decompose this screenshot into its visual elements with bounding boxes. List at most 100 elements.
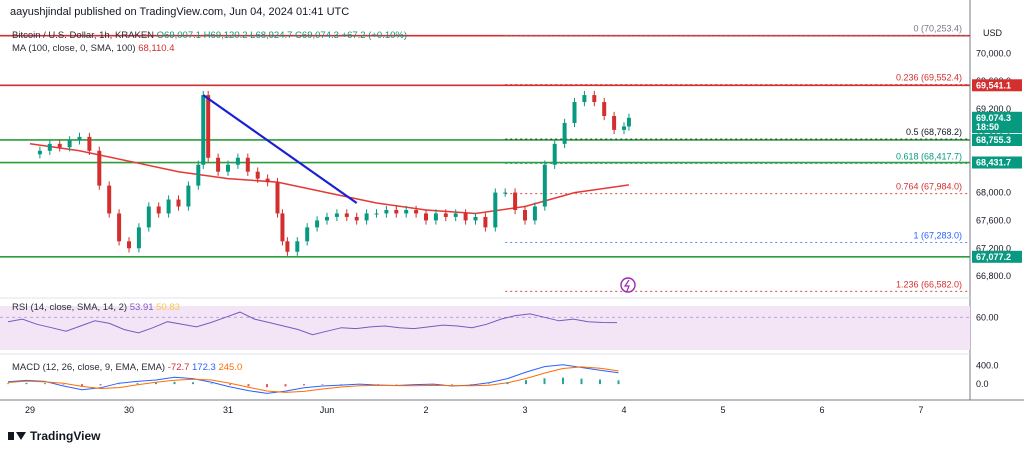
tradingview-wordmark: TradingView <box>30 429 101 443</box>
price-candle <box>394 209 399 214</box>
price-candle <box>503 192 508 194</box>
price-candle <box>255 171 260 179</box>
price-candle <box>513 192 518 210</box>
price-candle <box>473 216 478 221</box>
price-candle <box>364 213 369 221</box>
price-candle <box>216 157 221 172</box>
price-tick-label: 67,200.0 <box>976 243 1011 253</box>
macd-tick-label: 0.0 <box>976 379 989 389</box>
price-candle <box>433 213 438 221</box>
price-tag-label: 67,077.2 <box>976 252 1011 262</box>
price-candle <box>483 216 488 228</box>
macd-value-1: -72.7 <box>167 362 190 373</box>
price-tick-label: 66,800.0 <box>976 271 1011 281</box>
price-candle <box>37 150 42 155</box>
alert-icon <box>620 277 636 293</box>
price-candle <box>384 209 389 214</box>
rsi-legend: RSI (14, close, SMA, 14, 2) 53.91 50.83 <box>12 302 180 313</box>
rsi-value-2: 50.83 <box>156 302 180 313</box>
ohlc-values: O69,007.1 H69,120.2 L68,924.7 C69,074.3 … <box>156 30 408 41</box>
price-candle <box>127 241 131 249</box>
price-candle <box>245 157 250 172</box>
rsi-tick-label: 60.00 <box>976 312 999 322</box>
time-tick-label: Jun <box>320 405 335 415</box>
price-candle <box>67 140 72 148</box>
fib-level-label: 1.236 (66,582.0) <box>896 279 962 289</box>
symbol-name[interactable]: Bitcoin / U.S. Dollar, 1h, KRAKEN <box>12 30 155 41</box>
fib-level-label: 0.5 (68,768.2) <box>906 127 962 137</box>
price-candle <box>344 213 349 217</box>
price-candle <box>334 213 339 217</box>
tradingview-logo[interactable]: TradingView <box>8 429 100 443</box>
macd-value-3: 245.0 <box>218 362 243 373</box>
fib-level-label: 1 (67,283.0) <box>913 230 962 240</box>
bearish-trendline <box>202 94 358 204</box>
price-tick-label: 67,600.0 <box>976 215 1011 225</box>
macd-value-2: 172.3 <box>192 362 216 373</box>
price-candle <box>582 95 587 103</box>
ma-line <box>29 143 630 215</box>
price-tag <box>972 156 1022 169</box>
price-tag <box>972 133 1022 146</box>
price-candle <box>280 213 285 242</box>
price-candle <box>47 143 52 151</box>
price-candle <box>87 136 92 151</box>
fib-level-label: 0 (70,253.4) <box>913 24 962 34</box>
price-tag <box>972 121 1022 134</box>
price-candle <box>146 206 151 228</box>
price-candle <box>493 192 498 228</box>
price-tag <box>972 79 1022 92</box>
price-candle <box>374 213 379 215</box>
price-candle <box>201 95 206 165</box>
time-tick-label: 30 <box>124 405 134 415</box>
price-candle <box>166 199 171 214</box>
price-candle <box>315 220 320 228</box>
price-candle <box>295 241 300 252</box>
price-candle <box>612 115 617 130</box>
price-candle <box>354 216 359 221</box>
time-tick-label: 7 <box>918 405 923 415</box>
price-candle <box>414 209 419 214</box>
macd-tick-label: 400.0 <box>976 361 999 371</box>
price-candle <box>77 136 82 141</box>
alert-icon-bolt <box>623 279 630 292</box>
price-candle <box>552 143 557 165</box>
time-tick-label: 5 <box>720 405 725 415</box>
time-tick-label: 4 <box>621 405 626 415</box>
price-tag <box>972 250 1022 263</box>
price-candle <box>424 213 428 221</box>
price-candle <box>117 213 122 242</box>
symbol-legend: Bitcoin / U.S. Dollar, 1h, KRAKEN O69,00… <box>12 30 407 41</box>
ma-label[interactable]: MA (100, close, 0, SMA, 100) <box>12 43 136 54</box>
chart-header: aayushjindal published on TradingView.co… <box>10 6 349 18</box>
author-name[interactable]: aayushjindal <box>10 6 72 18</box>
price-candle <box>463 213 468 221</box>
price-candle <box>206 95 211 158</box>
price-candle <box>196 164 201 186</box>
price-candle <box>404 209 409 214</box>
price-candle <box>176 199 181 207</box>
rsi-band <box>0 306 970 350</box>
price-candle <box>562 122 567 144</box>
price-candle <box>305 227 310 242</box>
price-tick-label: 69,200.0 <box>976 104 1011 114</box>
price-candle <box>532 206 537 221</box>
macd-legend: MACD (12, 26, close, 9, EMA, EMA) -72.7 … <box>12 362 242 373</box>
published-text: published on TradingView.com, Jun 04, 20… <box>74 6 350 18</box>
rsi-label[interactable]: RSI (14, close, SMA, 14, 2) <box>12 302 128 313</box>
price-candle <box>265 178 270 183</box>
price-candle <box>97 150 102 186</box>
fib-level-label: 0.764 (67,984.0) <box>896 182 962 192</box>
time-tick-label: 31 <box>223 405 233 415</box>
ma-value: 68,110.4 <box>138 43 175 54</box>
macd-signal-line <box>7 366 619 393</box>
price-candle <box>443 213 448 217</box>
price-candle <box>572 102 577 123</box>
price-candle <box>542 164 547 207</box>
price-candle <box>226 164 230 172</box>
macd-label[interactable]: MACD (12, 26, close, 9, EMA, EMA) <box>12 362 166 373</box>
price-candle <box>285 241 290 252</box>
fib-level-label: 0.618 (68,417.7) <box>896 151 962 161</box>
ma-legend: MA (100, close, 0, SMA, 100) 68,110.4 <box>12 43 174 54</box>
